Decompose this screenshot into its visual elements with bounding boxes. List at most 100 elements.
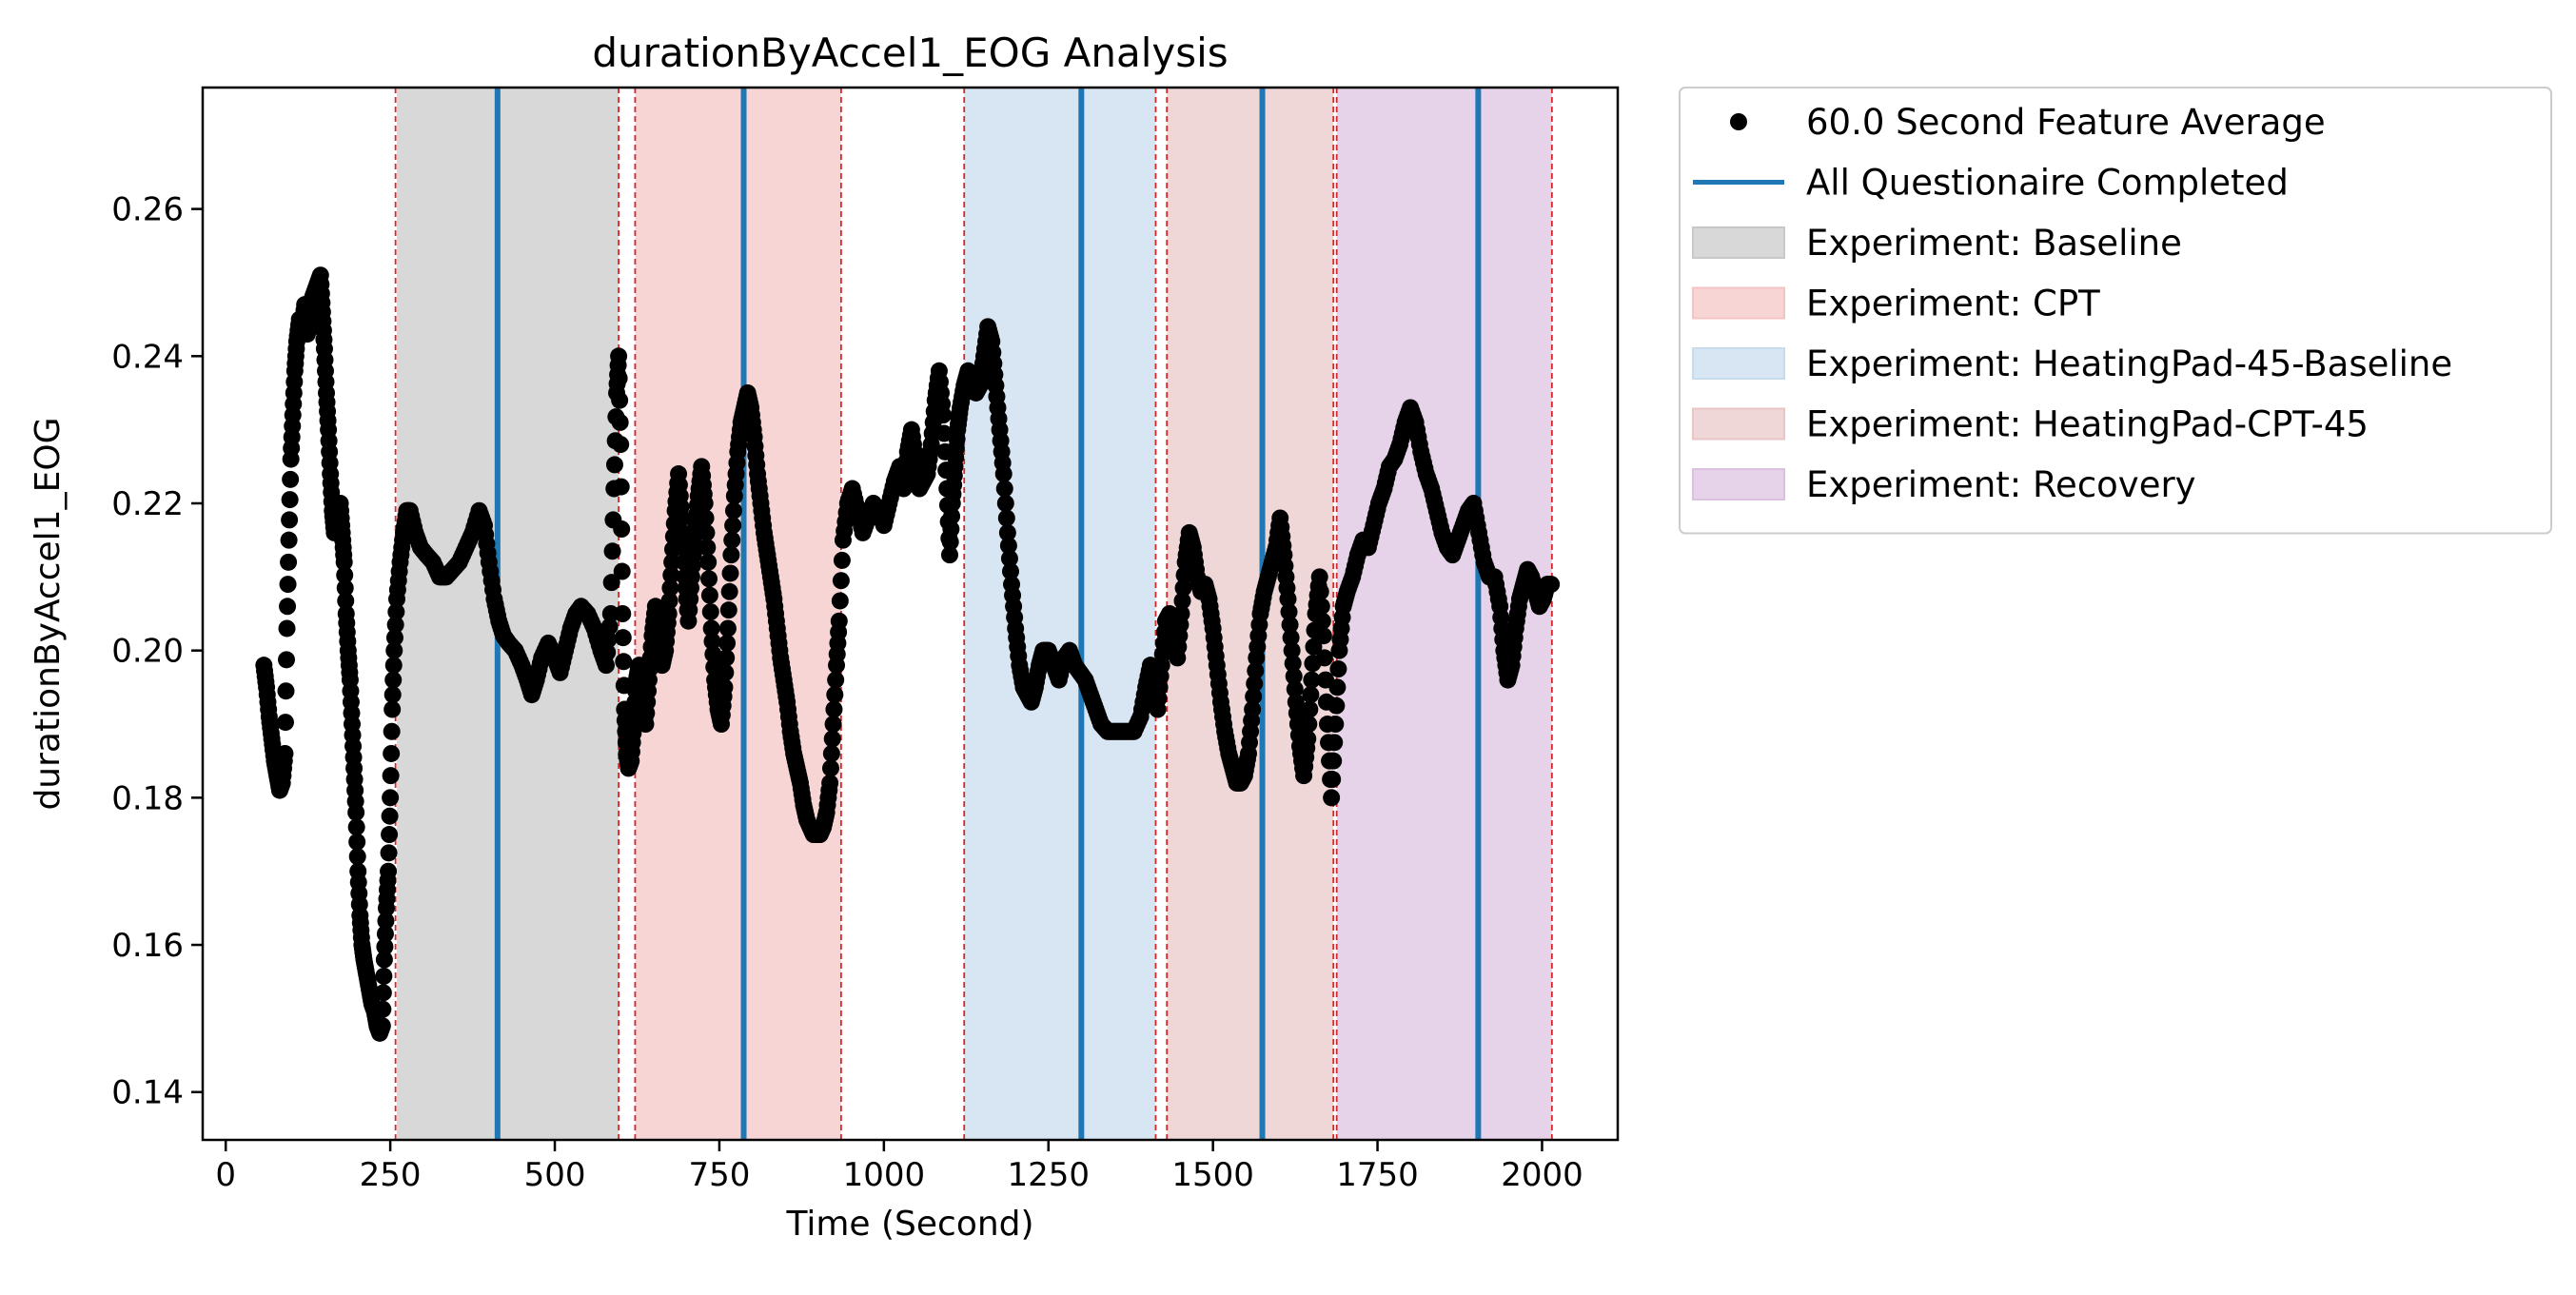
y-tick-label: 0.14 xyxy=(111,1074,184,1112)
x-tick-label: 0 xyxy=(215,1156,236,1194)
data-point xyxy=(698,523,716,541)
y-tick-label: 0.18 xyxy=(111,779,184,817)
data-point xyxy=(612,478,630,496)
legend-item-4: Experiment: HeatingPad-45-Baseline xyxy=(1692,343,2452,384)
data-point xyxy=(613,562,631,580)
data-point xyxy=(1301,700,1319,718)
data-point xyxy=(717,663,735,681)
data-point xyxy=(615,653,633,671)
data-point xyxy=(1000,549,1018,567)
data-point xyxy=(941,533,959,551)
data-point xyxy=(1244,700,1262,718)
data-point xyxy=(660,592,678,610)
data-point xyxy=(1327,716,1345,734)
y-tick-label: 0.26 xyxy=(111,191,184,229)
data-point xyxy=(278,651,296,669)
data-point xyxy=(599,643,617,661)
data-point xyxy=(1283,641,1301,659)
data-point xyxy=(724,517,742,535)
data-point xyxy=(1247,661,1265,679)
data-point xyxy=(614,629,632,647)
y-tick-label: 0.22 xyxy=(111,485,184,523)
data-point xyxy=(1314,627,1332,645)
data-point xyxy=(1325,752,1343,770)
data-point xyxy=(282,470,300,488)
data-point xyxy=(998,523,1016,541)
data-point xyxy=(375,951,393,969)
data-point xyxy=(276,714,294,732)
data-point xyxy=(821,774,839,792)
data-point xyxy=(999,537,1017,555)
y-axis: 0.14 0.16 0.18 0.20 0.22 0.24 0.26 xyxy=(111,191,203,1112)
data-point xyxy=(611,391,629,409)
x-tick-label: 500 xyxy=(524,1156,586,1194)
data-point xyxy=(381,826,399,844)
legend-item-1: All Questionaire Completed xyxy=(1693,163,2289,204)
data-point xyxy=(659,605,678,622)
data-point xyxy=(661,579,679,597)
data-point xyxy=(381,807,399,825)
data-point xyxy=(1281,616,1299,634)
chart-title: durationByAccel1_EOG Analysis xyxy=(592,29,1228,76)
data-point xyxy=(614,605,632,622)
data-point xyxy=(337,592,355,610)
x-tick-label: 1000 xyxy=(843,1156,926,1194)
data-point xyxy=(1282,629,1300,647)
data-point xyxy=(827,671,845,689)
x-tick-label: 1250 xyxy=(1007,1156,1090,1194)
legend-patch xyxy=(1692,407,1785,441)
data-point xyxy=(380,862,398,880)
data-point xyxy=(385,629,403,647)
data-point xyxy=(1303,671,1321,689)
data-point xyxy=(940,546,958,564)
y-axis-title: durationByAccel1_EOG xyxy=(29,417,68,810)
data-point xyxy=(1328,678,1347,697)
legend-item-3: Experiment: CPT xyxy=(1692,284,2100,324)
legend-patch xyxy=(1692,286,1785,320)
data-point xyxy=(699,553,718,571)
data-point xyxy=(348,848,366,866)
data-point xyxy=(720,582,738,600)
legend-label: Experiment: Recovery xyxy=(1806,464,2196,505)
data-point xyxy=(347,818,365,836)
data-point xyxy=(824,716,842,734)
data-point xyxy=(387,603,405,621)
data-point xyxy=(373,1017,391,1035)
legend-item-0: 60.0 Second Feature Average xyxy=(1730,102,2326,143)
data-point xyxy=(719,601,737,619)
data-point xyxy=(610,347,628,365)
data-point xyxy=(1324,771,1342,789)
data-point xyxy=(701,603,719,621)
data-point xyxy=(384,657,403,675)
data-point xyxy=(600,618,619,636)
data-point xyxy=(823,730,841,748)
y-tick-label: 0.20 xyxy=(111,633,184,671)
data-point xyxy=(279,576,297,594)
data-point xyxy=(716,678,734,697)
data-point xyxy=(718,649,736,667)
data-point xyxy=(611,413,629,431)
plot-area xyxy=(255,88,1561,1140)
data-point xyxy=(1312,598,1330,616)
legend-patch xyxy=(1692,226,1785,259)
data-point xyxy=(831,592,849,610)
data-point xyxy=(722,546,740,564)
data-point xyxy=(994,465,1013,483)
legend-patch xyxy=(1692,468,1785,500)
data-point xyxy=(280,553,298,571)
data-point xyxy=(597,657,615,675)
data-point xyxy=(935,424,954,442)
data-point xyxy=(822,744,840,762)
data-point xyxy=(336,579,354,597)
data-point xyxy=(1245,688,1263,706)
data-point xyxy=(1286,680,1304,698)
experiment-region-3 xyxy=(1167,88,1334,1140)
legend-label: 60.0 Second Feature Average xyxy=(1806,102,2326,143)
data-point xyxy=(382,767,400,785)
data-point xyxy=(1327,697,1346,715)
data-point xyxy=(943,507,961,525)
data-point xyxy=(1323,789,1341,807)
data-point xyxy=(1285,667,1303,685)
data-point xyxy=(997,509,1015,527)
data-point xyxy=(1311,582,1329,600)
